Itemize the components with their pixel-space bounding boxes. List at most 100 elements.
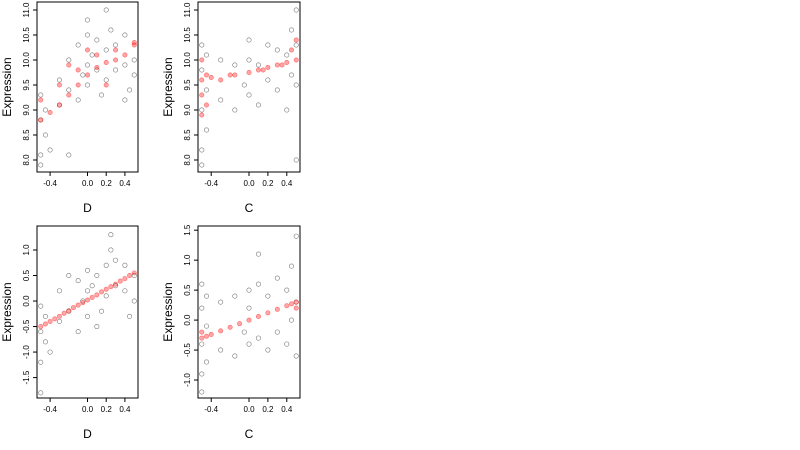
x-tick-label: 0.2 [101, 405, 113, 414]
point [274, 275, 280, 281]
y-tick-label: 0.0 [183, 314, 192, 326]
point [288, 47, 294, 53]
point [75, 42, 81, 48]
point [199, 107, 205, 113]
x-tick-label: 0.4 [119, 179, 131, 188]
point [113, 57, 119, 63]
point [199, 305, 205, 311]
y-tick-label: 10.0 [183, 52, 192, 68]
y-tick-label: 9.5 [183, 79, 192, 91]
point [122, 262, 128, 268]
point [113, 257, 119, 263]
point [70, 305, 76, 311]
y-tick-label: 8.5 [183, 129, 192, 141]
x-tick-label: -0.4 [204, 405, 218, 414]
point [293, 42, 299, 48]
point [284, 107, 290, 113]
point [204, 333, 210, 339]
point [122, 97, 128, 103]
y-tick-label: -0.5 [183, 343, 192, 357]
x-tick-label: 0.0 [243, 405, 255, 414]
point [122, 276, 128, 282]
point [293, 299, 299, 305]
point [94, 37, 100, 43]
point [85, 267, 91, 273]
point [38, 324, 44, 330]
point [103, 286, 109, 292]
point [99, 92, 105, 98]
point [246, 305, 252, 311]
point [99, 289, 105, 295]
point [94, 67, 100, 73]
x-tick-label: 0.0 [243, 179, 255, 188]
point [284, 52, 290, 58]
point [75, 82, 81, 88]
point [199, 77, 205, 83]
point [89, 52, 95, 58]
point [131, 270, 137, 276]
point [293, 305, 299, 311]
point [204, 102, 210, 108]
point [232, 62, 238, 68]
point [218, 347, 224, 353]
point [199, 281, 205, 287]
point [274, 62, 280, 68]
point [85, 32, 91, 38]
point [199, 147, 205, 153]
point [265, 65, 271, 71]
x-tick-label: 0.4 [281, 405, 293, 414]
point [232, 107, 238, 113]
point [255, 102, 261, 108]
point [56, 288, 62, 294]
point [85, 17, 91, 23]
point [108, 27, 114, 33]
point [89, 283, 95, 289]
point [293, 37, 299, 43]
y-axis-label: Expression [0, 57, 14, 116]
point [218, 299, 224, 305]
point [113, 281, 119, 287]
y-axis-label: Expression [161, 282, 175, 341]
point [293, 353, 299, 359]
y-tick-label: 8.0 [22, 154, 31, 166]
point [47, 147, 53, 153]
y-tick-label: 10.0 [22, 52, 31, 68]
point [66, 62, 72, 68]
point [131, 39, 137, 45]
y-tick-label: 0.0 [22, 295, 31, 307]
point [255, 67, 261, 73]
point [265, 293, 271, 299]
y-tick-label: 8.0 [183, 154, 192, 166]
point [80, 298, 86, 304]
point [218, 328, 224, 334]
point [265, 347, 271, 353]
point [66, 92, 72, 98]
point [288, 72, 294, 78]
point [255, 251, 261, 257]
point [232, 353, 238, 359]
y-tick-label: 9.0 [183, 104, 192, 116]
point [274, 306, 280, 312]
x-axis-label: C [245, 427, 254, 441]
y-tick-label: 9.0 [22, 104, 31, 116]
point [42, 313, 48, 319]
y-tick-label: 0.5 [183, 284, 192, 296]
y-tick-label: -1.5 [22, 370, 31, 384]
point [199, 42, 205, 48]
point [108, 284, 114, 290]
y-tick-label: -1.0 [183, 373, 192, 387]
point [113, 47, 119, 53]
point [94, 324, 100, 330]
y-tick-label: 11.0 [183, 2, 192, 18]
point [265, 77, 271, 83]
y-tick-label: 10.5 [22, 27, 31, 43]
point [103, 262, 109, 268]
point [66, 87, 72, 93]
point [265, 42, 271, 48]
point [284, 287, 290, 293]
point [38, 152, 44, 158]
y-tick-label: 0.5 [22, 269, 31, 281]
point [218, 97, 224, 103]
